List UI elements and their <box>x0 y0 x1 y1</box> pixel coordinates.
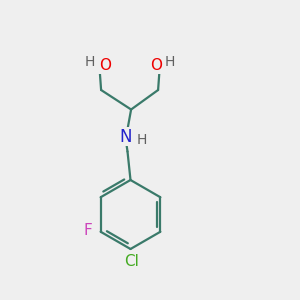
Text: Cl: Cl <box>124 254 139 269</box>
Text: N: N <box>120 128 132 146</box>
Text: O: O <box>150 58 162 73</box>
Text: H: H <box>85 56 95 69</box>
Text: O: O <box>99 58 111 73</box>
Text: H: H <box>137 134 147 147</box>
Text: F: F <box>84 223 92 238</box>
Text: H: H <box>165 56 175 69</box>
